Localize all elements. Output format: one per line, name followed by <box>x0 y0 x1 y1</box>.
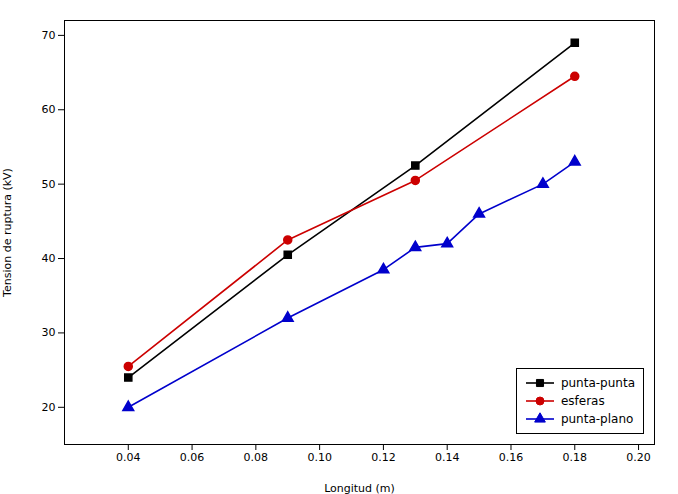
svg-text:0.12: 0.12 <box>371 451 396 464</box>
svg-text:0.10: 0.10 <box>307 451 332 464</box>
html-text:punta-punta: punta-punta <box>560 376 635 390</box>
svg-text:0.08: 0.08 <box>244 451 269 464</box>
svg-text:0.18: 0.18 <box>563 451 588 464</box>
svg-text:0.16: 0.16 <box>499 451 523 464</box>
html-text:esferas: esferas <box>560 394 605 408</box>
html-text:punta-plano: punta-plano <box>560 412 634 426</box>
svg-text:0.06: 0.06 <box>180 451 205 464</box>
svg-text:30: 30 <box>42 326 56 339</box>
svg-text:Tension de ruptura (kV): Tension de ruptura (kV) <box>1 168 14 298</box>
svg-text:0.20: 0.20 <box>626 451 651 464</box>
svg-text:70: 70 <box>42 29 56 42</box>
svg-text:0.04: 0.04 <box>116 451 141 464</box>
svg-text:Longitud (m): Longitud (m) <box>324 482 395 494</box>
svg-text:0.14: 0.14 <box>435 451 460 464</box>
svg-text:20: 20 <box>42 401 56 414</box>
svg-text:50: 50 <box>42 178 56 191</box>
svg-text:40: 40 <box>42 252 56 265</box>
svg-text:60: 60 <box>42 103 56 116</box>
